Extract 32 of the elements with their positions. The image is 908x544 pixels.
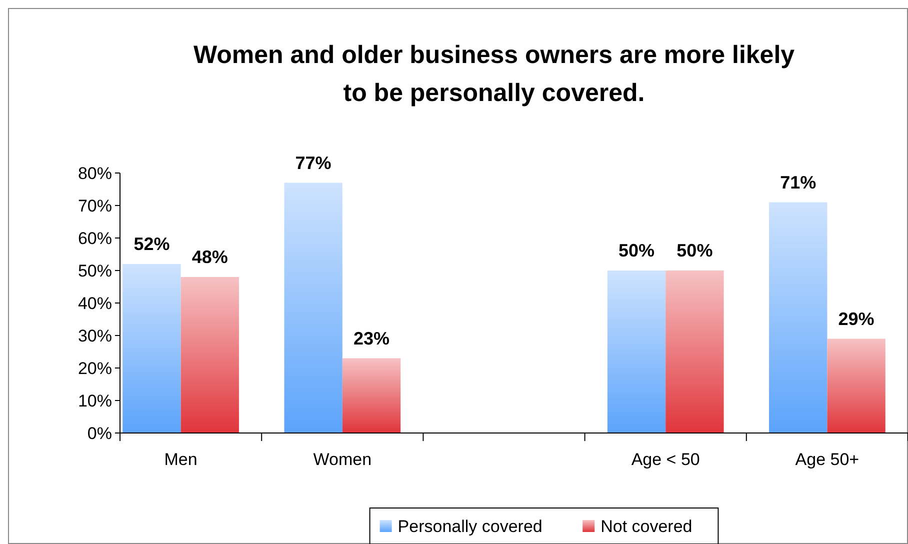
y-tick-label: 50% <box>78 261 112 280</box>
bar <box>607 270 666 433</box>
bar <box>769 202 828 433</box>
chart-title: Women and older business owners are more likely to be personally covered. <box>193 41 795 107</box>
bar <box>284 182 342 433</box>
data-label: 50% <box>676 240 713 260</box>
x-tick-label: Women <box>313 450 372 469</box>
y-tick-label: 80% <box>78 164 112 183</box>
y-tick-label: 30% <box>78 326 112 346</box>
bar <box>342 358 401 433</box>
data-label: 29% <box>838 308 874 329</box>
data-label: 77% <box>295 152 332 173</box>
bar <box>827 338 886 433</box>
data-label: 52% <box>134 234 170 254</box>
bar <box>180 277 239 433</box>
data-label: 48% <box>192 247 228 267</box>
x-tick-label: Age < 50 <box>631 450 700 469</box>
y-tick-label: 60% <box>78 228 112 248</box>
y-tick-label: 20% <box>78 358 112 378</box>
y-tick-label: 40% <box>78 294 112 313</box>
data-label: 71% <box>780 172 816 192</box>
legend-label: Personally covered <box>398 516 542 536</box>
x-tick-label: Men <box>164 450 198 469</box>
data-label: 50% <box>618 240 655 260</box>
bar <box>122 264 181 433</box>
y-tick-label: 0% <box>87 424 112 443</box>
y-tick-label: 70% <box>78 196 112 216</box>
data-label: 23% <box>353 328 390 348</box>
y-tick-label: 10% <box>78 391 112 410</box>
bar <box>666 270 724 433</box>
legend-label: Not covered <box>600 516 692 536</box>
x-tick-label: Age 50+ <box>795 450 860 469</box>
